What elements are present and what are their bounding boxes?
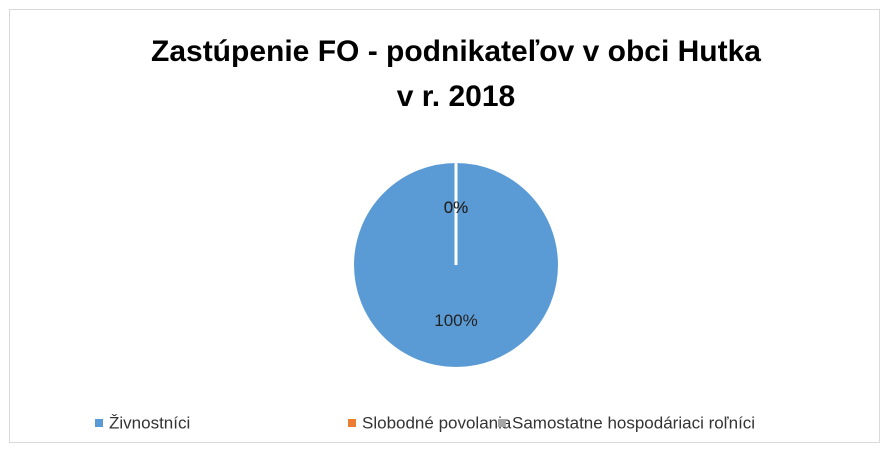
data-label: 0% [444,198,469,217]
legend-label: Slobodné povolania [362,413,512,432]
chart-title: v r. 2018 [397,80,515,113]
legend-label: Živnostníci [109,413,190,432]
legend-marker [95,419,103,427]
legend-label: Samostatne hospodáriaci roľníci [512,413,755,432]
data-label: 0% [444,198,469,217]
data-label: 100% [434,311,477,330]
chart-title: Zastúpenie FO - podnikateľov v obci Hutk… [151,35,761,68]
legend-marker [498,419,506,427]
legend-marker [348,419,356,427]
